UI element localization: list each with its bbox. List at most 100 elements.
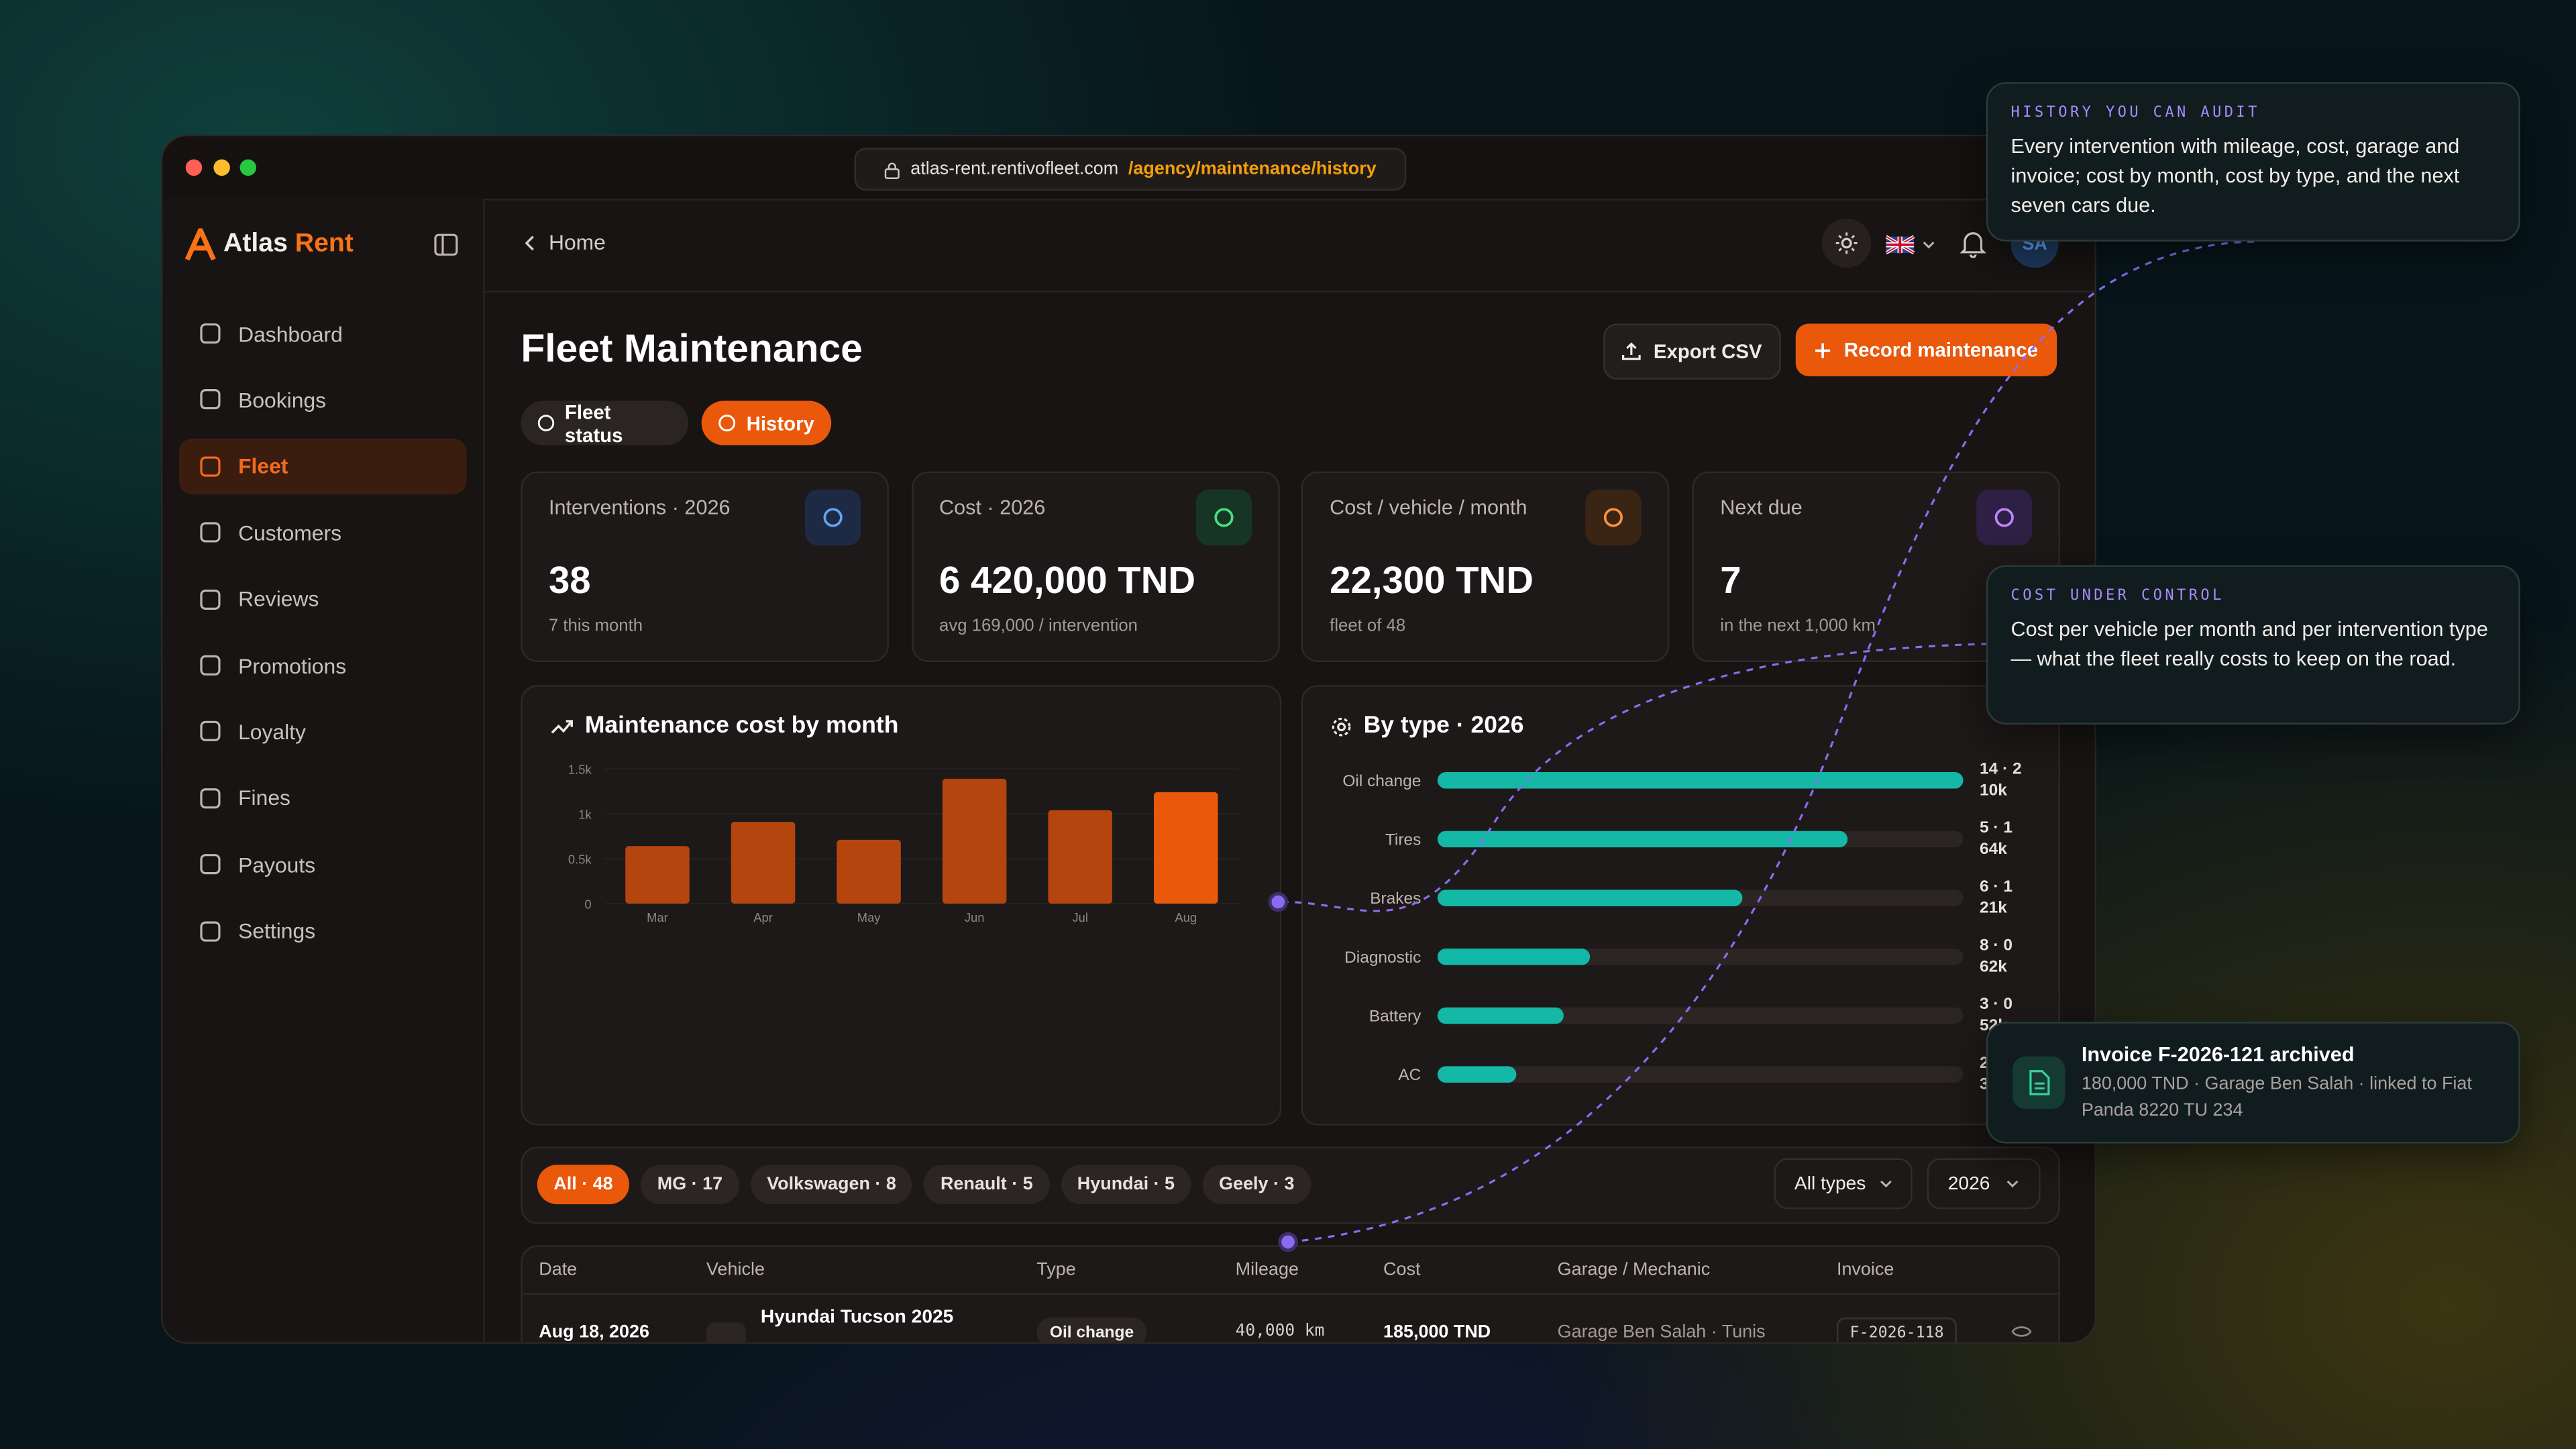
kpi-glyph <box>823 508 843 527</box>
icon-shape <box>1214 508 1233 527</box>
callout-text: Cost per vehicle per month and per inter… <box>2010 617 2488 671</box>
nav-label: Customers <box>238 520 342 545</box>
kpi-label: Cost · 2026 <box>939 496 1046 519</box>
count-label: 8 · 0 <box>1980 936 2012 954</box>
icon-shape <box>2011 1326 2032 1337</box>
url-path: /agency/maintenance/history <box>1128 159 1377 179</box>
nav-item[interactable]: Promotions <box>179 637 467 693</box>
kpi-icon <box>805 489 861 546</box>
connector-dot <box>1268 892 1289 912</box>
kpi-value: 7 <box>1720 558 1741 602</box>
connector-dot <box>1278 1232 1298 1252</box>
bar <box>1437 949 1591 965</box>
brand-first: Atlas <box>223 229 288 258</box>
view-icon[interactable] <box>2011 1324 2033 1339</box>
maximize-dot[interactable] <box>239 159 257 176</box>
collapse-sidebar[interactable] <box>434 233 459 256</box>
nav-label: Fleet <box>238 453 288 479</box>
nav-item[interactable]: Customers <box>179 504 467 560</box>
nav-icon <box>200 323 221 344</box>
toast-title: Invoice F-2026-121 archived <box>2081 1043 2355 1067</box>
filter-chip[interactable]: Volkswagen · 8 <box>750 1165 913 1205</box>
column-header: Mileage <box>1235 1260 1299 1280</box>
nav-icon <box>200 721 221 742</box>
category-label: Oil change <box>1342 772 1421 790</box>
nav-item[interactable]: Dashboard <box>179 306 467 362</box>
type-chart-card: By type · 2026 Oil change 14 · 2 10k Tires 5… <box>1301 685 2061 1126</box>
nav-icon <box>200 455 221 477</box>
type-label: Oil change <box>1049 1323 1134 1342</box>
icon-shape <box>200 522 221 543</box>
record-button[interactable]: Record maintenance <box>1795 323 2057 376</box>
icon-shape <box>200 389 221 411</box>
cell: 185,000 TND <box>1383 1322 1491 1342</box>
kpi-icon <box>1195 489 1252 546</box>
nav-item[interactable]: Settings <box>179 903 467 959</box>
callout: COST UNDER CONTROL Cost per vehicle per … <box>1986 565 2520 725</box>
kpi-label: Cost / vehicle / month <box>1330 496 1527 519</box>
filter-chip[interactable]: All · 48 <box>537 1165 630 1205</box>
year-select[interactable]: 2026 <box>1927 1158 2041 1210</box>
icon-shape <box>200 323 221 344</box>
cost-chart-card: Maintenance cost by month 0 0.5k 1k 1.5k Mar… <box>521 685 1282 1126</box>
kpi-value: 38 <box>548 558 591 602</box>
tab-label: History <box>746 411 814 435</box>
notifications[interactable] <box>1960 230 1986 258</box>
kpi-value: 6 420,000 TND <box>939 558 1196 602</box>
toast-text: 180,000 TND · Garage Ben Salah · linked … <box>2081 1074 2472 1121</box>
nav-label: Bookings <box>238 387 327 413</box>
gear-icon <box>1332 717 1351 737</box>
url-bar[interactable]: atlas-rent.rentivofleet.com /agency/main… <box>854 148 1407 191</box>
column-header: Invoice <box>1836 1260 1894 1280</box>
nav-icon <box>200 588 221 609</box>
type-select[interactable]: All types <box>1774 1158 1913 1210</box>
theme-toggle[interactable] <box>1821 218 1872 268</box>
bar <box>1437 772 1964 789</box>
cell: Aug 18, 2026 <box>539 1322 649 1342</box>
x-tick-label: Jul <box>1072 910 1087 924</box>
nav-item[interactable]: Loyalty <box>179 704 467 759</box>
count-label: 14 · 2 <box>1980 759 2022 777</box>
vehicle-name: Hyundai Tucson 2025 <box>760 1307 954 1328</box>
nav-label: Promotions <box>238 653 347 678</box>
kpi-card: Interventions · 2026 38 7 this month <box>521 471 889 662</box>
back-link[interactable]: Home <box>524 230 606 255</box>
nav-label: Dashboard <box>238 321 343 346</box>
nav-item[interactable]: Fines <box>179 770 467 826</box>
bar <box>731 822 796 904</box>
nav-icon <box>200 920 221 941</box>
nav-item[interactable]: Fleet <box>178 438 467 494</box>
icon-shape <box>200 920 221 941</box>
nav-item[interactable]: Payouts <box>179 837 467 892</box>
url-host: atlas-rent.rentivofleet.com <box>910 159 1119 179</box>
plus-icon <box>1816 342 1831 358</box>
icon-shape <box>200 854 221 875</box>
cost-label: 21k <box>1980 899 2007 917</box>
cost-label: 64k <box>1980 840 2007 858</box>
filter-chip[interactable]: Geely · 3 <box>1202 1165 1311 1205</box>
tab[interactable]: History <box>701 400 832 445</box>
filter-chip[interactable]: Hyundai · 5 <box>1061 1165 1191 1205</box>
nav-label: Fines <box>238 786 290 811</box>
category-label: Battery <box>1369 1008 1421 1026</box>
bar <box>1437 830 1848 848</box>
bar <box>1437 1066 1517 1083</box>
close-dot[interactable] <box>185 159 203 176</box>
tab[interactable]: Fleet status <box>521 400 689 446</box>
nav-item[interactable]: Bookings <box>179 372 467 427</box>
language-select[interactable] <box>1886 235 1938 255</box>
page-title: Fleet Maintenance <box>521 327 863 372</box>
kpi-glyph <box>1994 508 2015 527</box>
export-button[interactable]: Export CSV <box>1603 323 1781 380</box>
kpi-sub: fleet of 48 <box>1330 616 1406 636</box>
callout-kicker: HISTORY YOU CAN AUDIT <box>2010 105 2260 122</box>
browser-window: atlas-rent.rentivofleet.com /agency/main… <box>161 134 2096 1344</box>
chevron <box>2007 1180 2019 1188</box>
minimize-dot[interactable] <box>213 159 230 176</box>
nav-item[interactable]: Reviews <box>179 571 467 627</box>
cost-label: 62k <box>1980 957 2007 975</box>
y-tick-label: 1k <box>578 807 592 821</box>
filter-chip[interactable]: MG · 17 <box>641 1165 739 1205</box>
type-badge: Oil change <box>1036 1318 1147 1342</box>
filter-chip[interactable]: Renault · 5 <box>924 1165 1050 1205</box>
